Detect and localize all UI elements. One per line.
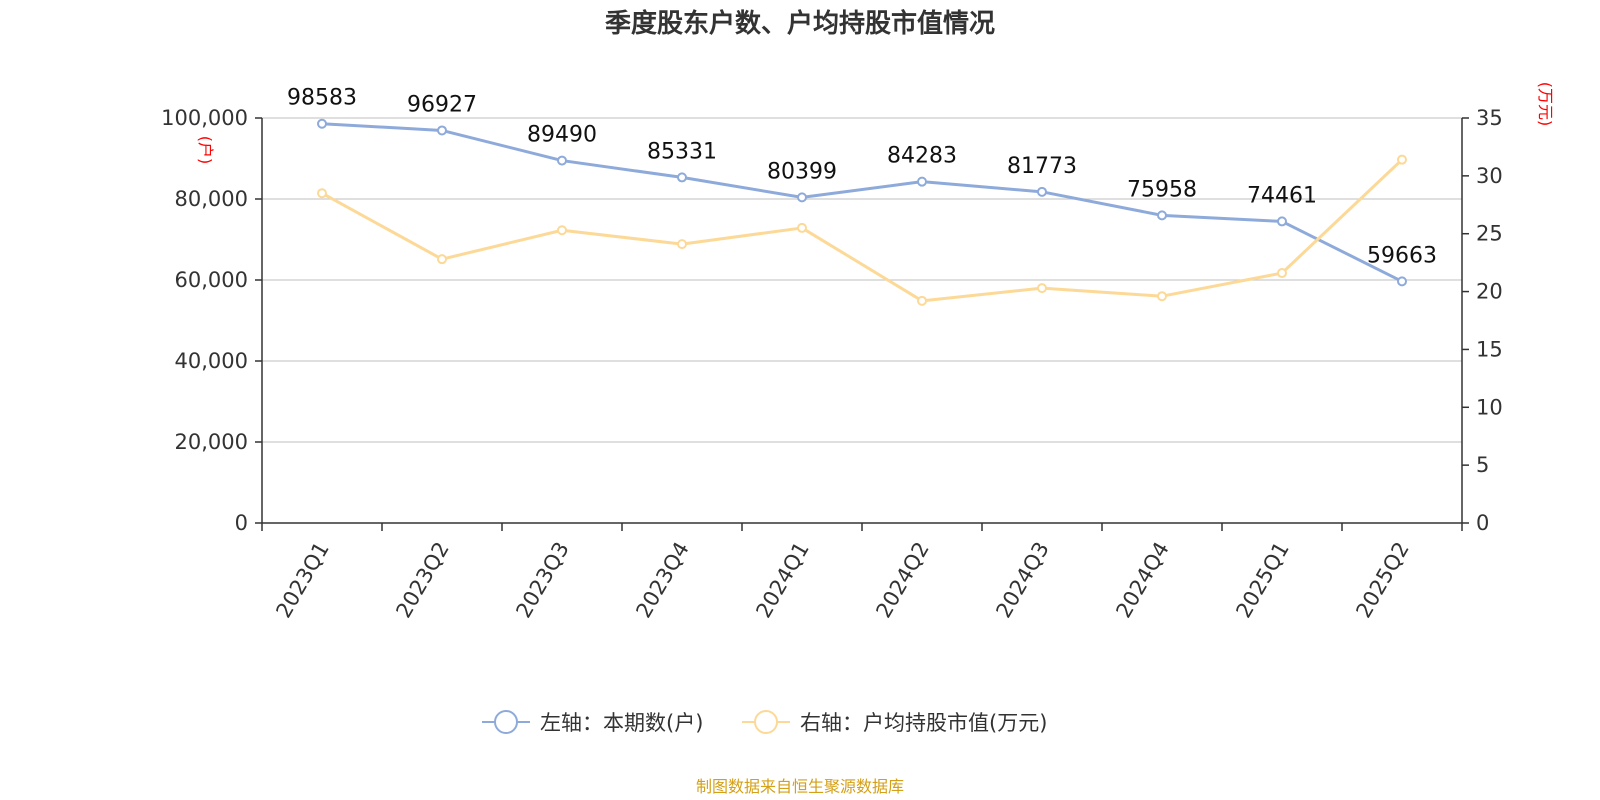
right-axis-tick-label: 30 [1476,164,1503,188]
right-axis-tick-label: 5 [1476,453,1489,477]
data-label: 74461 [1247,183,1317,208]
series-point-1 [437,254,447,265]
series-line-1 [321,158,1404,303]
right-axis-tick-label: 35 [1476,106,1503,130]
data-label: 81773 [1007,154,1077,179]
x-axis-tick-label: 2023Q3 [511,538,573,622]
series-point-0 [1157,210,1167,221]
legend-marker-icon [494,710,518,734]
right-axis-unit: (万元) [1536,82,1555,127]
data-label: 89490 [527,123,597,148]
data-label: 84283 [887,144,957,169]
series-point-1 [797,222,807,233]
x-axis-tick-label: 2024Q1 [751,538,813,622]
legend-marker-icon [754,710,778,734]
legend-label: 右轴：户均持股市值(万元) [800,711,1047,735]
chart-title: 季度股东户数、户均持股市值情况 [605,8,995,39]
series-point-1 [1277,268,1287,279]
series-point-1 [917,295,927,306]
grid-lines [262,117,1462,443]
right-axis-tick-label: 10 [1476,395,1503,419]
series-point-0 [1277,216,1287,227]
right-axis-tick-label: 15 [1476,337,1503,361]
source-note: 制图数据来自恒生聚源数据库 [696,777,904,796]
x-axis-tick-label: 2025Q2 [1351,538,1413,622]
series-point-1 [557,225,567,236]
right-axis-tick-label: 20 [1476,280,1503,304]
left-axis-tick-label: 80,000 [175,187,248,211]
series-point-0 [797,192,807,203]
series-point-1 [1397,154,1407,165]
left-axis-tick-label: 0 [235,511,248,535]
data-label: 75958 [1127,177,1197,202]
left-axis-tick-label: 60,000 [175,268,248,292]
x-axis-tick-label: 2023Q1 [271,538,333,622]
data-label: 80399 [767,159,837,184]
x-axis-tick-label: 2023Q4 [631,538,693,622]
series-point-0 [557,155,567,166]
series-point-0 [317,118,327,129]
series-point-0 [437,125,447,136]
left-axis-tick-label: 20,000 [175,430,248,454]
legend[interactable]: 左轴：本期数(户) 右轴：户均持股市值(万元) [482,710,1047,735]
right-axis-tick-label: 0 [1476,511,1489,535]
series-point-0 [1397,276,1407,287]
series-point-1 [317,188,327,199]
x-axis-tick-label: 2024Q2 [871,538,933,622]
data-label: 59663 [1367,243,1437,268]
legend-item-0[interactable]: 左轴：本期数(户) [482,710,703,735]
series-point-1 [1037,283,1047,294]
legend-label: 左轴：本期数(户) [540,711,703,735]
series-layer: 98583 96927 89490 85331 80399 84283 81773 75958… [287,86,1437,306]
x-axis-tick-label: 2024Q3 [991,538,1053,622]
data-label: 96927 [407,92,477,117]
right-axis-tick-label: 25 [1476,222,1503,246]
data-label: 85331 [647,139,717,164]
legend-item-1[interactable]: 右轴：户均持股市值(万元) [742,710,1047,735]
series-point-0 [917,176,927,187]
x-axis-tick-label: 2023Q2 [391,538,453,622]
series-line-0 [321,122,1403,283]
series-point-0 [677,172,687,183]
x-axis-tick-label: 2024Q4 [1111,538,1173,622]
x-axis-tick-label: 2025Q1 [1231,538,1293,622]
data-label: 98583 [287,86,357,111]
left-axis-tick-label: 100,000 [161,106,248,130]
series-point-0 [1037,186,1047,197]
left-axis-tick-label: 40,000 [175,349,248,373]
series-point-1 [677,239,687,250]
left-axis-unit: (户) [196,136,215,165]
series-point-1 [1157,291,1167,302]
